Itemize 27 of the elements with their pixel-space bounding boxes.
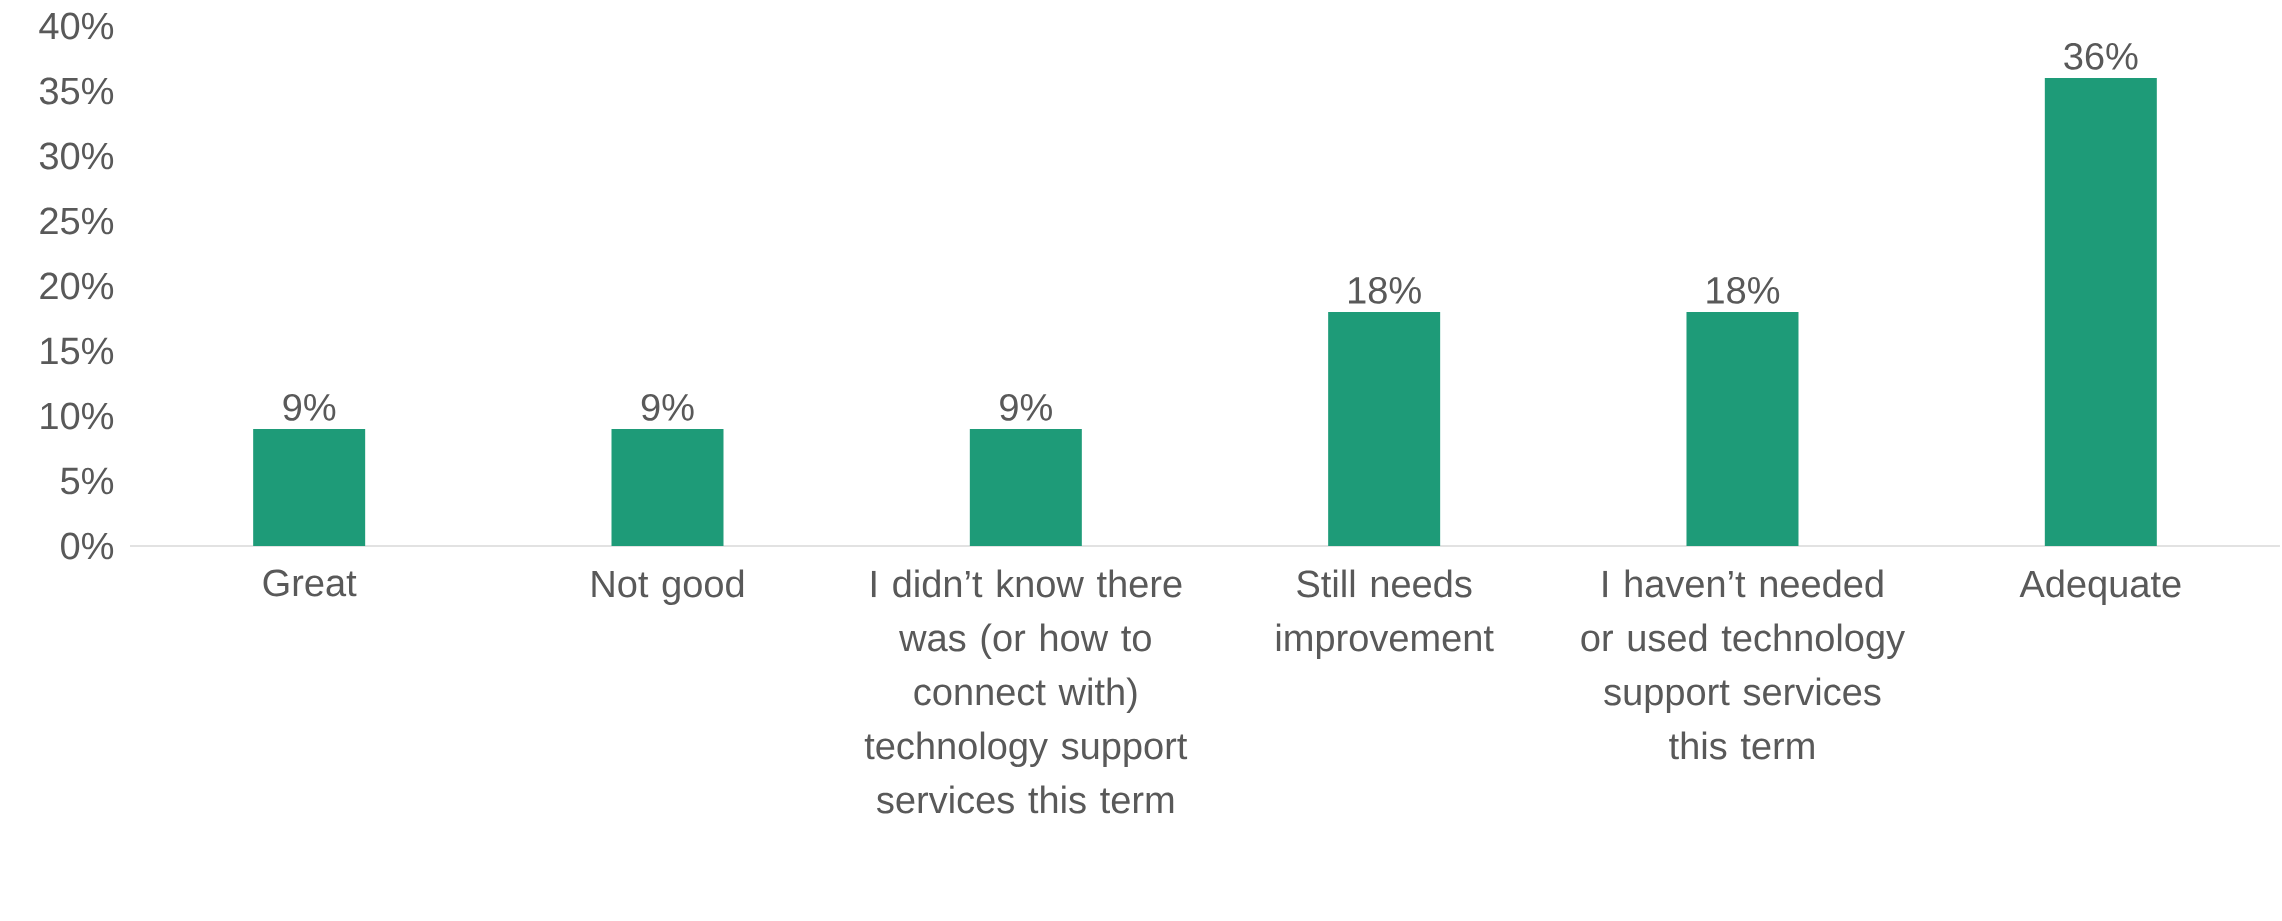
x-tick-label: Still needs improvement <box>1276 569 1494 659</box>
y-tick-label: 25% <box>40 207 114 235</box>
bar <box>253 428 366 546</box>
y-tick-label: 5% <box>61 467 114 495</box>
y-tick-label: 20% <box>40 272 114 300</box>
data-label: 36% <box>2064 42 2138 70</box>
bar <box>1328 311 1441 546</box>
bar <box>611 428 724 546</box>
bar <box>2044 77 2157 546</box>
data-label: 9% <box>283 393 336 421</box>
y-tick-label: 35% <box>39 77 114 105</box>
y-tick-label: 0% <box>61 532 114 560</box>
data-label: 9% <box>641 393 694 421</box>
x-tick-label: Adequate <box>2019 569 2181 605</box>
y-tick-label: 40% <box>39 12 114 40</box>
y-tick-label: 15% <box>41 337 114 365</box>
bar <box>969 428 1082 546</box>
y-tick-label: 10% <box>41 402 114 430</box>
bar <box>1686 311 1799 546</box>
data-label: 18% <box>1349 276 1421 304</box>
x-tick-label: I didn’t know there was (or how to connect with) technology support services this term <box>864 569 1188 814</box>
data-label: 18% <box>1707 276 1780 304</box>
x-tick-label: I haven’t needed or used technology support services this term <box>1581 569 1905 760</box>
y-tick-label: 30% <box>39 142 114 170</box>
data-label: 9% <box>1000 393 1052 421</box>
x-tick-label: Not good <box>592 569 744 605</box>
x-tick-label: Great <box>263 569 357 597</box>
